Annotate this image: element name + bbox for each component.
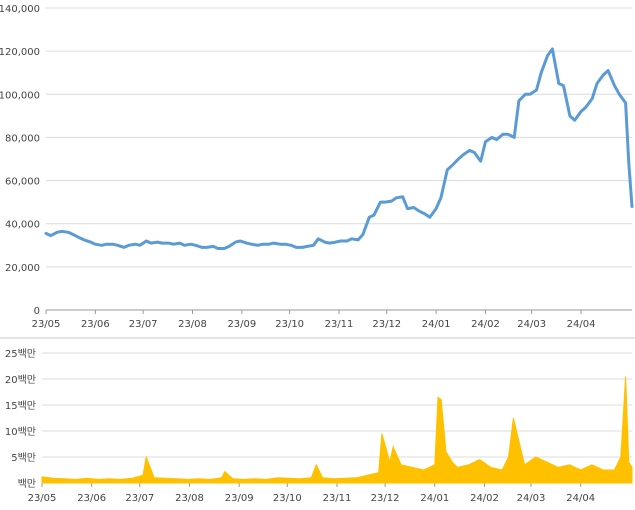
price-x-tick-label: 23/07 [129,319,158,330]
volume-x-tick-label: 23/10 [273,493,302,504]
volume-y-tick-label: 백만 [18,478,36,490]
price-y-tick-label: 120,000 [0,47,40,58]
volume-y-tick-label: 5백만 [11,452,36,464]
price-x-tick-label: 24/03 [517,319,546,330]
volume-x-tick-label: 23/12 [371,493,400,504]
volume-y-tick-label: 15백만 [5,400,36,412]
price-y-tick-label: 140,000 [0,4,40,15]
price-x-tick-label: 23/12 [372,319,401,330]
price-series-line [44,47,634,250]
price-y-tick-label: 100,000 [0,90,40,101]
price-x-tick-label: 23/05 [32,319,61,330]
price-x-tick-label: 23/09 [227,319,256,330]
volume-x-tick-label: 23/06 [77,493,106,504]
volume-x-tick-label: 23/08 [175,493,204,504]
price-y-tick-label: 80,000 [5,133,40,144]
volume-y-tick-label: 20백만 [5,374,36,386]
volume-series-area [41,376,633,484]
volume-x-tick-label: 23/05 [28,493,57,504]
price-y-tick-label: 60,000 [5,177,40,188]
volume-chart-panel: 백만 5백만 10백만 15백만 20백만 25백만 23/05 23/06 23/07 23/0… [5,348,633,504]
price-x-tick-label: 23/10 [275,319,304,330]
volume-x-tick-label: 24/02 [470,493,499,504]
volume-x-tick-label: 24/01 [420,493,449,504]
volume-x-tick-label: 23/11 [323,493,352,504]
price-x-tick-label: 24/04 [567,319,596,330]
volume-x-tick-label: 23/09 [225,493,254,504]
volume-x-tick-label: 23/07 [125,493,154,504]
volume-x-tick-label: 24/03 [517,493,546,504]
price-y-tick-label: 20,000 [5,263,40,274]
price-x-tick-label: 24/01 [422,319,451,330]
volume-y-tick-label: 10백만 [5,426,36,438]
volume-x-tick-label: 24/04 [566,493,595,504]
price-chart-panel: 0 20,000 40,000 60,000 80,000 100,000 120,000 1… [0,4,634,330]
price-x-tick-label: 23/06 [81,319,110,330]
price-x-tick-label: 23/11 [325,319,354,330]
price-x-tick-label: 24/02 [471,319,500,330]
price-x-tick-label: 23/08 [178,319,207,330]
volume-y-tick-label: 25백만 [5,348,36,360]
price-y-tick-label: 40,000 [5,220,40,231]
price-y-tick-label: 0 [34,306,40,317]
